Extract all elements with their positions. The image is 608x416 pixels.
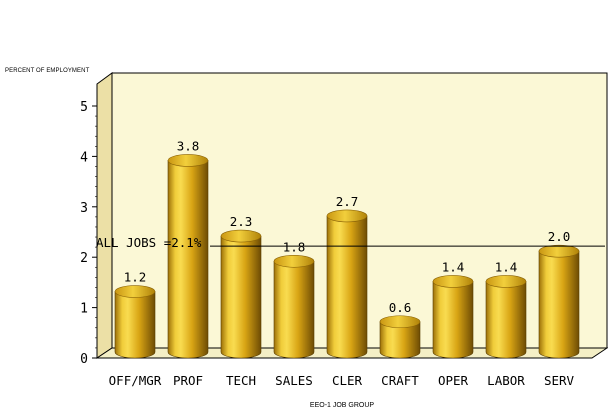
bar-top	[167, 154, 209, 167]
bar-body	[326, 215, 368, 359]
category-label: CRAFT	[381, 373, 419, 388]
y-tick-label: 4	[80, 150, 88, 165]
bar-top	[114, 285, 156, 298]
bar-body	[485, 281, 527, 359]
value-label: 2.3	[230, 214, 253, 229]
value-label: 3.8	[177, 138, 200, 153]
bars-group	[114, 154, 580, 359]
category-label: OFF/MGR	[109, 373, 162, 388]
bar-top	[432, 275, 474, 288]
category-labels-group: 1.2 OFF/MGR 3.8 PROF 2.3 TECH 1.8 SALES 2.7 CLER 0…	[109, 138, 575, 388]
value-label: 0.6	[389, 300, 412, 315]
bar	[220, 229, 262, 359]
bar	[432, 275, 474, 359]
bar-body	[167, 160, 209, 359]
value-label: 1.2	[124, 270, 147, 285]
bar	[114, 285, 156, 359]
y-axis-label: PERCENT OF EMPLOYMENT	[5, 68, 90, 74]
bar	[167, 154, 209, 359]
y-ticks: 0 1 2 3 4 5	[80, 100, 97, 367]
value-label: 1.8	[283, 239, 306, 254]
category-label: SALES	[275, 373, 313, 388]
category-label: LABOR	[487, 373, 525, 388]
category-label: OPER	[438, 373, 469, 388]
category-label: CLER	[332, 373, 363, 388]
bar-body	[114, 291, 156, 359]
bar-body	[273, 260, 315, 359]
bar	[379, 315, 421, 359]
bar-top	[379, 315, 421, 329]
bar-top	[220, 229, 262, 243]
category-label: SERV	[544, 373, 575, 388]
reference-line-group: ALL JOBS =2.1%	[96, 235, 605, 250]
bar-top	[326, 209, 368, 223]
y-tick-label: 5	[80, 100, 88, 115]
category-label: PROF	[173, 373, 203, 388]
bar-body	[432, 281, 474, 359]
y-tick-label: 1	[80, 302, 88, 317]
y-tick-label: 0	[80, 352, 88, 367]
bar-top	[485, 275, 527, 288]
value-label: 2.0	[548, 229, 571, 244]
bar-body	[379, 321, 421, 359]
bar	[485, 275, 527, 359]
y-tick-label: 2	[80, 251, 88, 266]
bar	[273, 254, 315, 359]
side-wall	[96, 72, 113, 359]
bar-body	[538, 250, 580, 359]
value-label: 1.4	[495, 259, 518, 274]
bar-top	[538, 244, 580, 258]
value-label: 2.7	[336, 194, 359, 209]
bar	[538, 244, 580, 359]
y-tick-label: 3	[80, 201, 88, 216]
category-label: TECH	[226, 373, 256, 388]
bar-top	[273, 254, 315, 268]
bar	[326, 209, 368, 359]
x-axis-label: EEO-1 JOB GROUP	[310, 402, 375, 409]
value-label: 1.4	[442, 259, 465, 274]
reference-line-label: ALL JOBS =2.1%	[96, 235, 202, 250]
bar-body	[220, 235, 262, 359]
